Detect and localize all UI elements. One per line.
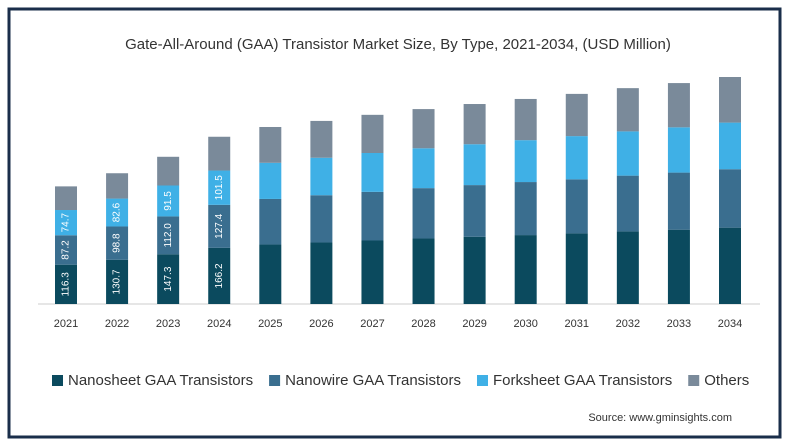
bar-segment [259,198,282,245]
bar-segment [667,83,690,128]
x-tick-label: 2023 [156,318,180,330]
x-tick-label: 2021 [54,318,78,330]
data-label: 130.7 [112,269,123,294]
bar-segment [719,122,741,170]
x-tick-label: 2024 [207,318,231,330]
bar-segment [719,169,741,228]
data-label: 74.7 [61,212,72,232]
bar-segment [514,140,537,183]
bar-segment [208,204,231,248]
x-tick-label: 2033 [667,318,691,330]
bar-segment [310,157,333,196]
data-label: 147.3 [163,266,174,291]
bar-segment [463,144,486,186]
bar-segment [55,210,77,236]
bar-segment [157,156,180,186]
bar-segment [565,179,588,234]
data-label: 87.2 [61,240,72,260]
legend-swatch [477,375,488,386]
bar-segment [310,195,333,243]
x-tick-label: 2034 [718,318,742,330]
bar-segment [208,247,231,304]
data-label: 112.0 [163,223,174,248]
x-tick-label: 2032 [616,318,640,330]
bar-segment [412,238,435,304]
legend-label: Forksheet GAA Transistors [493,372,672,389]
bar-segment [361,114,384,154]
chart-title: Gate-All-Around (GAA) Transistor Market … [125,36,671,53]
x-tick-label: 2029 [462,318,486,330]
bar-segment [463,104,486,145]
data-label: 98.8 [112,233,123,253]
bar-segment [310,242,333,304]
data-label: 166.2 [214,263,225,288]
bar-segment [361,240,384,304]
bar-segment [616,175,639,232]
legend-label: Others [704,372,749,389]
bar-segment [616,88,639,132]
x-tick-label: 2028 [411,318,435,330]
bar-segment [616,231,639,304]
bar-segment [514,235,537,304]
bar-segment [719,77,741,123]
bar-segment [361,153,384,192]
bar-segment [667,127,690,173]
x-tick-label: 2027 [360,318,384,330]
bar-segment [55,235,77,265]
legend-label: Nanowire GAA Transistors [285,372,461,389]
x-tick-label: 2026 [309,318,333,330]
bar-segment [719,227,741,304]
frame [7,7,782,439]
bar-segment [616,131,639,176]
bar-segment [412,148,435,189]
bar-segment [463,185,486,237]
bar-segment [514,98,537,141]
source: Source: www.gminsights.com [588,412,732,424]
legend-label: Nanosheet GAA Transistors [68,372,253,389]
bar-segment [412,188,435,239]
bar-segment [55,264,77,304]
bar-segment [667,172,690,230]
bar-segment [55,186,77,211]
bar-segment [412,109,435,149]
x-tick-label: 2022 [105,318,129,330]
data-label: 116.3 [61,272,72,297]
legend-swatch [52,375,63,386]
bar-segment [310,120,333,158]
bar-segment [463,236,486,304]
bar-segment [259,126,282,163]
legend-swatch [269,375,281,386]
bar-segment [106,226,129,260]
bar-segment [361,191,384,241]
data-label: 91.5 [163,191,174,211]
data-label: 127.4 [214,213,225,238]
x-tick-label: 2030 [513,318,537,330]
legend-swatch [688,375,700,386]
bar-segment [208,170,231,205]
bar-segment [259,162,282,199]
bar-segment [667,229,690,304]
bar-segment [106,259,129,304]
bar-segment [514,182,537,236]
x-tick-label: 2025 [258,318,282,330]
bar-segment [208,136,231,171]
bar-segment [259,244,282,304]
data-label: 101.5 [214,175,225,200]
bar-segment [106,173,129,199]
bar-segment [157,254,180,304]
bar-segment [157,216,180,255]
x-tick-label: 2031 [565,318,589,330]
data-label: 82.6 [112,202,123,222]
bar-segment [106,198,129,227]
bar-segment [565,136,588,180]
bar-segment [565,93,588,137]
bar-segment [157,185,180,217]
bar-segment [565,233,588,304]
